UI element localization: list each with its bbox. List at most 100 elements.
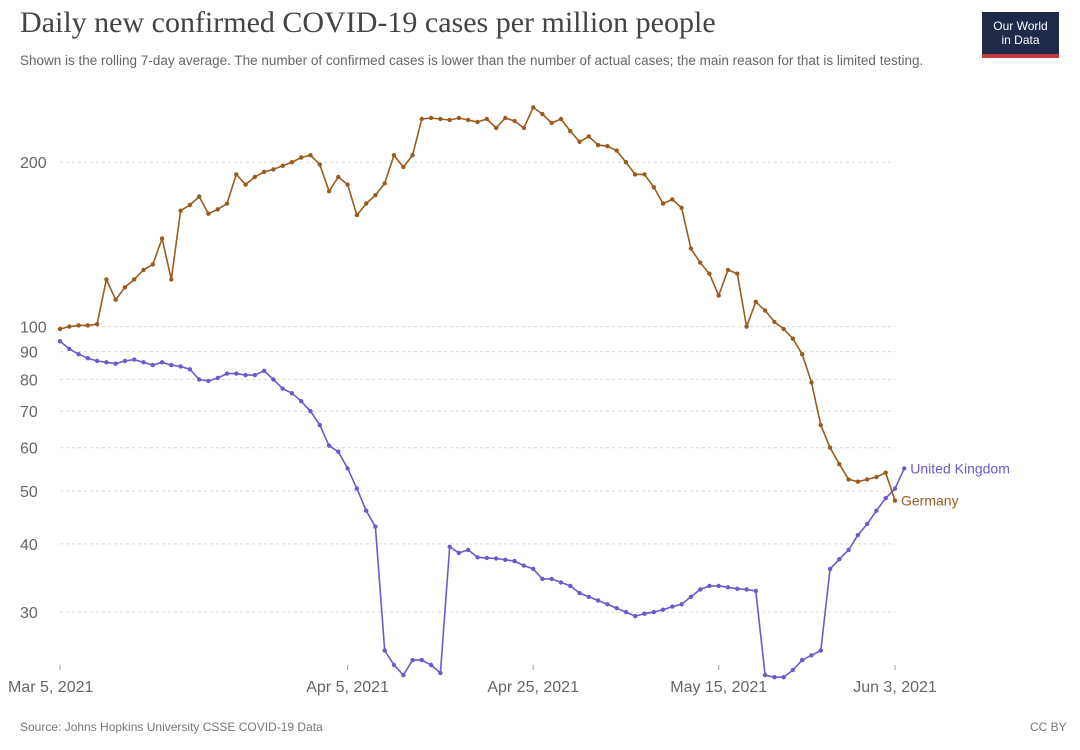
data-point-united-kingdom-14 (187, 367, 193, 372)
data-point-united-kingdom-5 (104, 360, 109, 365)
data-point-united-kingdom-70 (707, 583, 712, 589)
data-point-germany-52 (540, 111, 545, 117)
data-point-united-kingdom-46 (484, 555, 489, 561)
data-point-germany-43 (456, 115, 462, 121)
data-point-united-kingdom-78 (781, 675, 786, 680)
grid-layer (60, 161, 895, 613)
data-point-germany-22 (261, 169, 267, 175)
data-point-germany-31 (345, 182, 350, 187)
data-point-germany-29 (326, 189, 332, 194)
data-point-germany-86 (855, 479, 861, 484)
data-point-united-kingdom-73 (735, 586, 740, 591)
data-point-united-kingdom-72 (725, 585, 731, 590)
data-point-united-kingdom-30 (336, 449, 341, 454)
data-point-germany-21 (252, 174, 257, 180)
data-point-united-kingdom-34 (373, 524, 378, 529)
series-labels: United Kingdom Germany (901, 460, 1010, 508)
data-point-germany-18 (224, 201, 230, 206)
data-point-germany-46 (484, 116, 489, 122)
data-point-united-kingdom-47 (493, 556, 499, 561)
y-tick-label-30: 30 (20, 605, 38, 622)
data-point-germany-81 (809, 380, 814, 385)
data-point-united-kingdom-16 (206, 378, 211, 384)
data-point-united-kingdom-23 (271, 377, 276, 382)
data-point-united-kingdom-66 (670, 604, 675, 609)
logo-line-1: Our World (993, 19, 1048, 33)
data-point-united-kingdom-52 (540, 576, 545, 582)
data-point-germany-69 (698, 260, 703, 265)
data-point-germany-45 (475, 119, 480, 125)
data-point-germany-27 (308, 153, 313, 158)
x-tick-label-0: Mar 5, 2021 (8, 679, 93, 696)
data-point-germany-7 (122, 285, 128, 290)
data-point-germany-51 (531, 105, 536, 110)
data-point-germany-32 (354, 212, 360, 218)
data-point-germany-57 (586, 134, 591, 139)
data-point-germany-55 (568, 128, 573, 134)
data-point-united-kingdom-83 (827, 566, 833, 572)
data-point-germany-8 (132, 277, 137, 282)
data-point-united-kingdom-88 (874, 508, 879, 513)
data-point-united-kingdom-55 (568, 583, 573, 589)
data-point-germany-53 (549, 120, 554, 126)
data-point-united-kingdom-62 (633, 613, 638, 619)
data-point-united-kingdom-2 (76, 352, 81, 357)
data-point-germany-63 (642, 172, 647, 177)
data-point-united-kingdom-29 (326, 443, 332, 448)
data-point-united-kingdom-71 (716, 583, 721, 589)
data-point-united-kingdom-85 (846, 547, 851, 553)
data-point-germany-19 (234, 172, 239, 177)
data-point-germany-49 (512, 118, 517, 124)
data-point-united-kingdom-43 (456, 550, 462, 556)
data-point-united-kingdom-32 (354, 486, 360, 491)
data-point-united-kingdom-35 (382, 648, 387, 653)
data-point-germany-88 (874, 474, 879, 480)
data-point-germany-78 (781, 326, 786, 332)
y-axis: 30 40 50 60 70 80 90 100 200 (20, 155, 47, 622)
owid-logo[interactable]: Our World in Data (982, 12, 1059, 58)
data-point-united-kingdom-51 (531, 566, 536, 572)
data-point-united-kingdom-48 (503, 557, 508, 562)
data-point-united-kingdom-26 (299, 399, 304, 404)
series-layer (57, 105, 907, 680)
data-point-germany-36 (391, 153, 397, 158)
license-link[interactable]: CC BY (1030, 720, 1067, 734)
y-tick-label-70: 70 (20, 404, 38, 421)
data-point-germany-3 (85, 323, 91, 328)
data-point-germany-39 (419, 116, 424, 122)
data-point-germany-80 (800, 352, 805, 357)
data-point-germany-1 (67, 324, 72, 329)
data-point-germany-67 (679, 205, 684, 210)
data-point-germany-50 (521, 125, 527, 131)
data-point-germany-24 (280, 163, 285, 168)
data-point-united-kingdom-57 (586, 594, 591, 599)
data-point-germany-74 (744, 324, 749, 329)
data-point-united-kingdom-17 (215, 375, 220, 381)
data-point-united-kingdom-82 (818, 648, 823, 653)
data-point-united-kingdom-38 (410, 657, 415, 663)
data-point-germany-38 (410, 153, 415, 158)
data-point-united-kingdom-65 (660, 607, 666, 612)
data-point-united-kingdom-77 (772, 675, 777, 680)
data-point-united-kingdom-74 (744, 587, 749, 592)
chart-subtitle: Shown is the rolling 7-day average. The … (20, 53, 924, 68)
data-point-germany-48 (503, 115, 508, 121)
data-point-germany-85 (846, 477, 851, 482)
data-point-united-kingdom-90 (892, 486, 898, 491)
data-point-germany-2 (76, 323, 81, 328)
data-point-germany-56 (577, 139, 582, 144)
data-point-united-kingdom-56 (577, 590, 582, 596)
series-line-germany (59, 106, 896, 501)
series-united-kingdom (57, 339, 907, 680)
data-point-germany-40 (428, 115, 434, 121)
data-point-germany-37 (401, 164, 406, 170)
y-tick-label-100: 100 (20, 320, 47, 337)
data-point-united-kingdom-15 (197, 377, 202, 382)
data-point-united-kingdom-37 (401, 672, 406, 678)
data-point-united-kingdom-33 (364, 508, 369, 513)
data-point-germany-33 (364, 201, 369, 206)
data-point-germany-15 (197, 194, 202, 199)
data-point-germany-62 (633, 172, 638, 177)
data-point-united-kingdom-10 (150, 362, 155, 368)
data-point-germany-59 (605, 144, 610, 149)
